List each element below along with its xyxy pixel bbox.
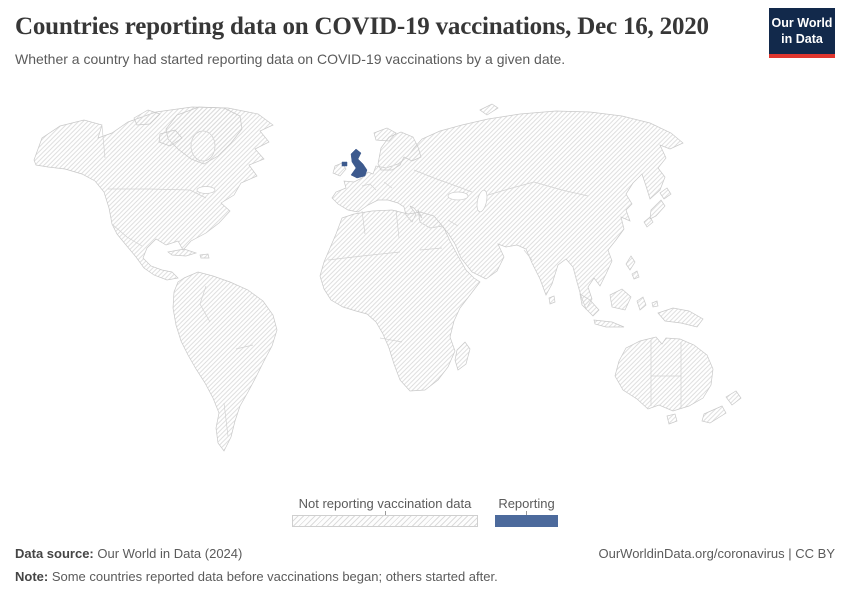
country-madagascar[interactable]	[454, 341, 471, 371]
country-japan[interactable]	[659, 187, 672, 200]
arctic-island[interactable]	[133, 109, 161, 126]
note-label: Note:	[15, 569, 49, 584]
island-java[interactable]	[593, 319, 625, 328]
country-cuba[interactable]	[167, 248, 198, 257]
island-sulawesi[interactable]	[636, 296, 647, 311]
country-united-kingdom[interactable]	[341, 148, 368, 179]
legend-pointer	[526, 511, 527, 515]
data-source-line: Data source: Our World in Data (2024)	[15, 546, 835, 561]
region-scandinavia[interactable]	[377, 131, 422, 171]
legend-pointer	[384, 511, 386, 515]
legend-item-not-reporting[interactable]: Not reporting vaccination data	[292, 496, 478, 527]
island-halmahera[interactable]	[651, 300, 659, 308]
country-hispaniola[interactable]	[199, 253, 210, 259]
chart-footer: Data source: Our World in Data (2024) No…	[15, 546, 835, 592]
country-new-zealand[interactable]	[701, 405, 727, 424]
island-tasmania[interactable]	[666, 413, 678, 425]
country-japan[interactable]	[643, 216, 654, 228]
data-source-value: Our World in Data (2024)	[93, 546, 243, 561]
country-philippines[interactable]	[625, 255, 636, 271]
owid-logo-line2: in Data	[781, 32, 823, 47]
note-value: Some countries reported data before vacc…	[48, 569, 498, 584]
country-australia[interactable]	[614, 336, 714, 412]
country-borders	[101, 125, 682, 437]
island-borneo[interactable]	[609, 288, 632, 311]
owid-logo[interactable]: Our World in Data	[769, 8, 835, 58]
novaya-zemlya[interactable]	[479, 103, 499, 116]
chart-subtitle: Whether a country had started reporting …	[15, 51, 566, 67]
data-source-label: Data source:	[15, 546, 94, 561]
legend-item-reporting[interactable]: Reporting	[495, 496, 558, 527]
caspian-sea	[476, 189, 488, 213]
legend-swatch-reporting[interactable]	[495, 515, 558, 527]
island-new-guinea[interactable]	[657, 307, 704, 328]
owid-link[interactable]: OurWorldinData.org/coronavirus | CC BY	[598, 546, 835, 561]
country-south-america[interactable]	[172, 271, 278, 452]
legend-label-reporting: Reporting	[498, 496, 555, 511]
country-africa[interactable]	[319, 209, 481, 392]
arctic-island[interactable]	[158, 129, 183, 147]
island-sri-lanka[interactable]	[548, 295, 556, 305]
country-japan[interactable]	[649, 199, 666, 220]
map-legend: Not reporting vaccination data Reporting	[0, 496, 850, 527]
country-new-zealand[interactable]	[725, 390, 742, 406]
country-greenland[interactable]	[165, 106, 243, 165]
island-sumatra[interactable]	[579, 293, 600, 317]
owid-logo-line1: Our World	[771, 16, 833, 30]
legend-label-not-reporting: Not reporting vaccination data	[298, 496, 472, 511]
legend-swatch-not-reporting[interactable]	[292, 515, 478, 527]
great-lakes	[196, 186, 216, 194]
black-sea	[447, 191, 469, 201]
chart-title: Countries reporting data on COVID-19 vac…	[15, 13, 709, 40]
world-map[interactable]	[10, 98, 840, 483]
country-philippines[interactable]	[631, 270, 640, 280]
note-line: Note: Some countries reported data befor…	[15, 569, 835, 584]
